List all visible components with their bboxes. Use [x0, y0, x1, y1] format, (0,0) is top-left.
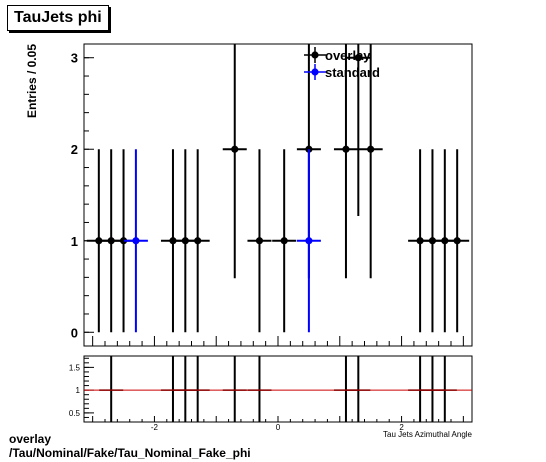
plot-frame-rect	[83, 43, 473, 347]
legend-label-standard: standard	[325, 65, 380, 80]
legend-marker-overlay	[311, 51, 319, 59]
data-point-overlay	[367, 145, 375, 153]
data-point-overlay	[95, 237, 103, 245]
ratio-x-tick-label: 0	[276, 423, 281, 432]
data-point-overlay	[342, 145, 350, 153]
data-point-overlay	[280, 237, 288, 245]
ratio-x-tick-label: 2	[399, 423, 404, 432]
y-tick-label: 0	[71, 325, 78, 340]
y-tick-label: 1	[71, 234, 78, 249]
legend-label-overlay: overlay	[325, 48, 371, 63]
legend: overlay standard	[304, 47, 380, 80]
data-point-overlay	[416, 237, 424, 245]
data-point-overlay	[119, 237, 128, 245]
ratio-plot-marks	[84, 356, 472, 422]
legend-marker-standard	[311, 68, 319, 76]
footer-line-2: /Tau/Nominal/Fake/Tau_Nominal_Fake_phi	[9, 446, 251, 460]
ratio-y-tick-label: 1	[76, 386, 81, 395]
plot-frame-rect	[83, 355, 473, 423]
y-tick-label: 2	[71, 142, 78, 157]
data-point-overlay	[453, 237, 461, 245]
plot-title: TauJets phi	[7, 5, 109, 31]
x-axis-label: Tau Jets Azimuthal Angle	[383, 430, 472, 439]
data-point-overlay	[169, 237, 177, 245]
y-tick-label: 3	[71, 51, 78, 66]
data-point-overlay	[441, 237, 449, 245]
ratio-x-tick-label: -2	[151, 423, 159, 432]
data-point-overlay	[231, 145, 239, 153]
data-point-overlay	[428, 237, 437, 245]
data-point-standard	[132, 237, 140, 245]
ratio-y-tick-label: 0.5	[69, 409, 81, 418]
main-plot-frame: 0 1 2 3 Entries / 0.05	[25, 43, 473, 347]
data-point-overlay	[194, 237, 202, 245]
data-point-overlay	[255, 237, 264, 245]
data-point-overlay	[354, 54, 362, 62]
data-point-overlay	[107, 237, 115, 245]
main-plot-marks	[86, 44, 470, 333]
y-axis-label: Entries / 0.05	[25, 44, 39, 118]
footer-label: overlay /Tau/Nominal/Fake/Tau_Nominal_Fa…	[9, 432, 251, 460]
footer-line-1: overlay	[9, 432, 52, 446]
data-point-standard	[305, 237, 313, 245]
data-point-overlay	[181, 237, 189, 245]
ratio-y-tick-label: 1.5	[69, 363, 81, 372]
